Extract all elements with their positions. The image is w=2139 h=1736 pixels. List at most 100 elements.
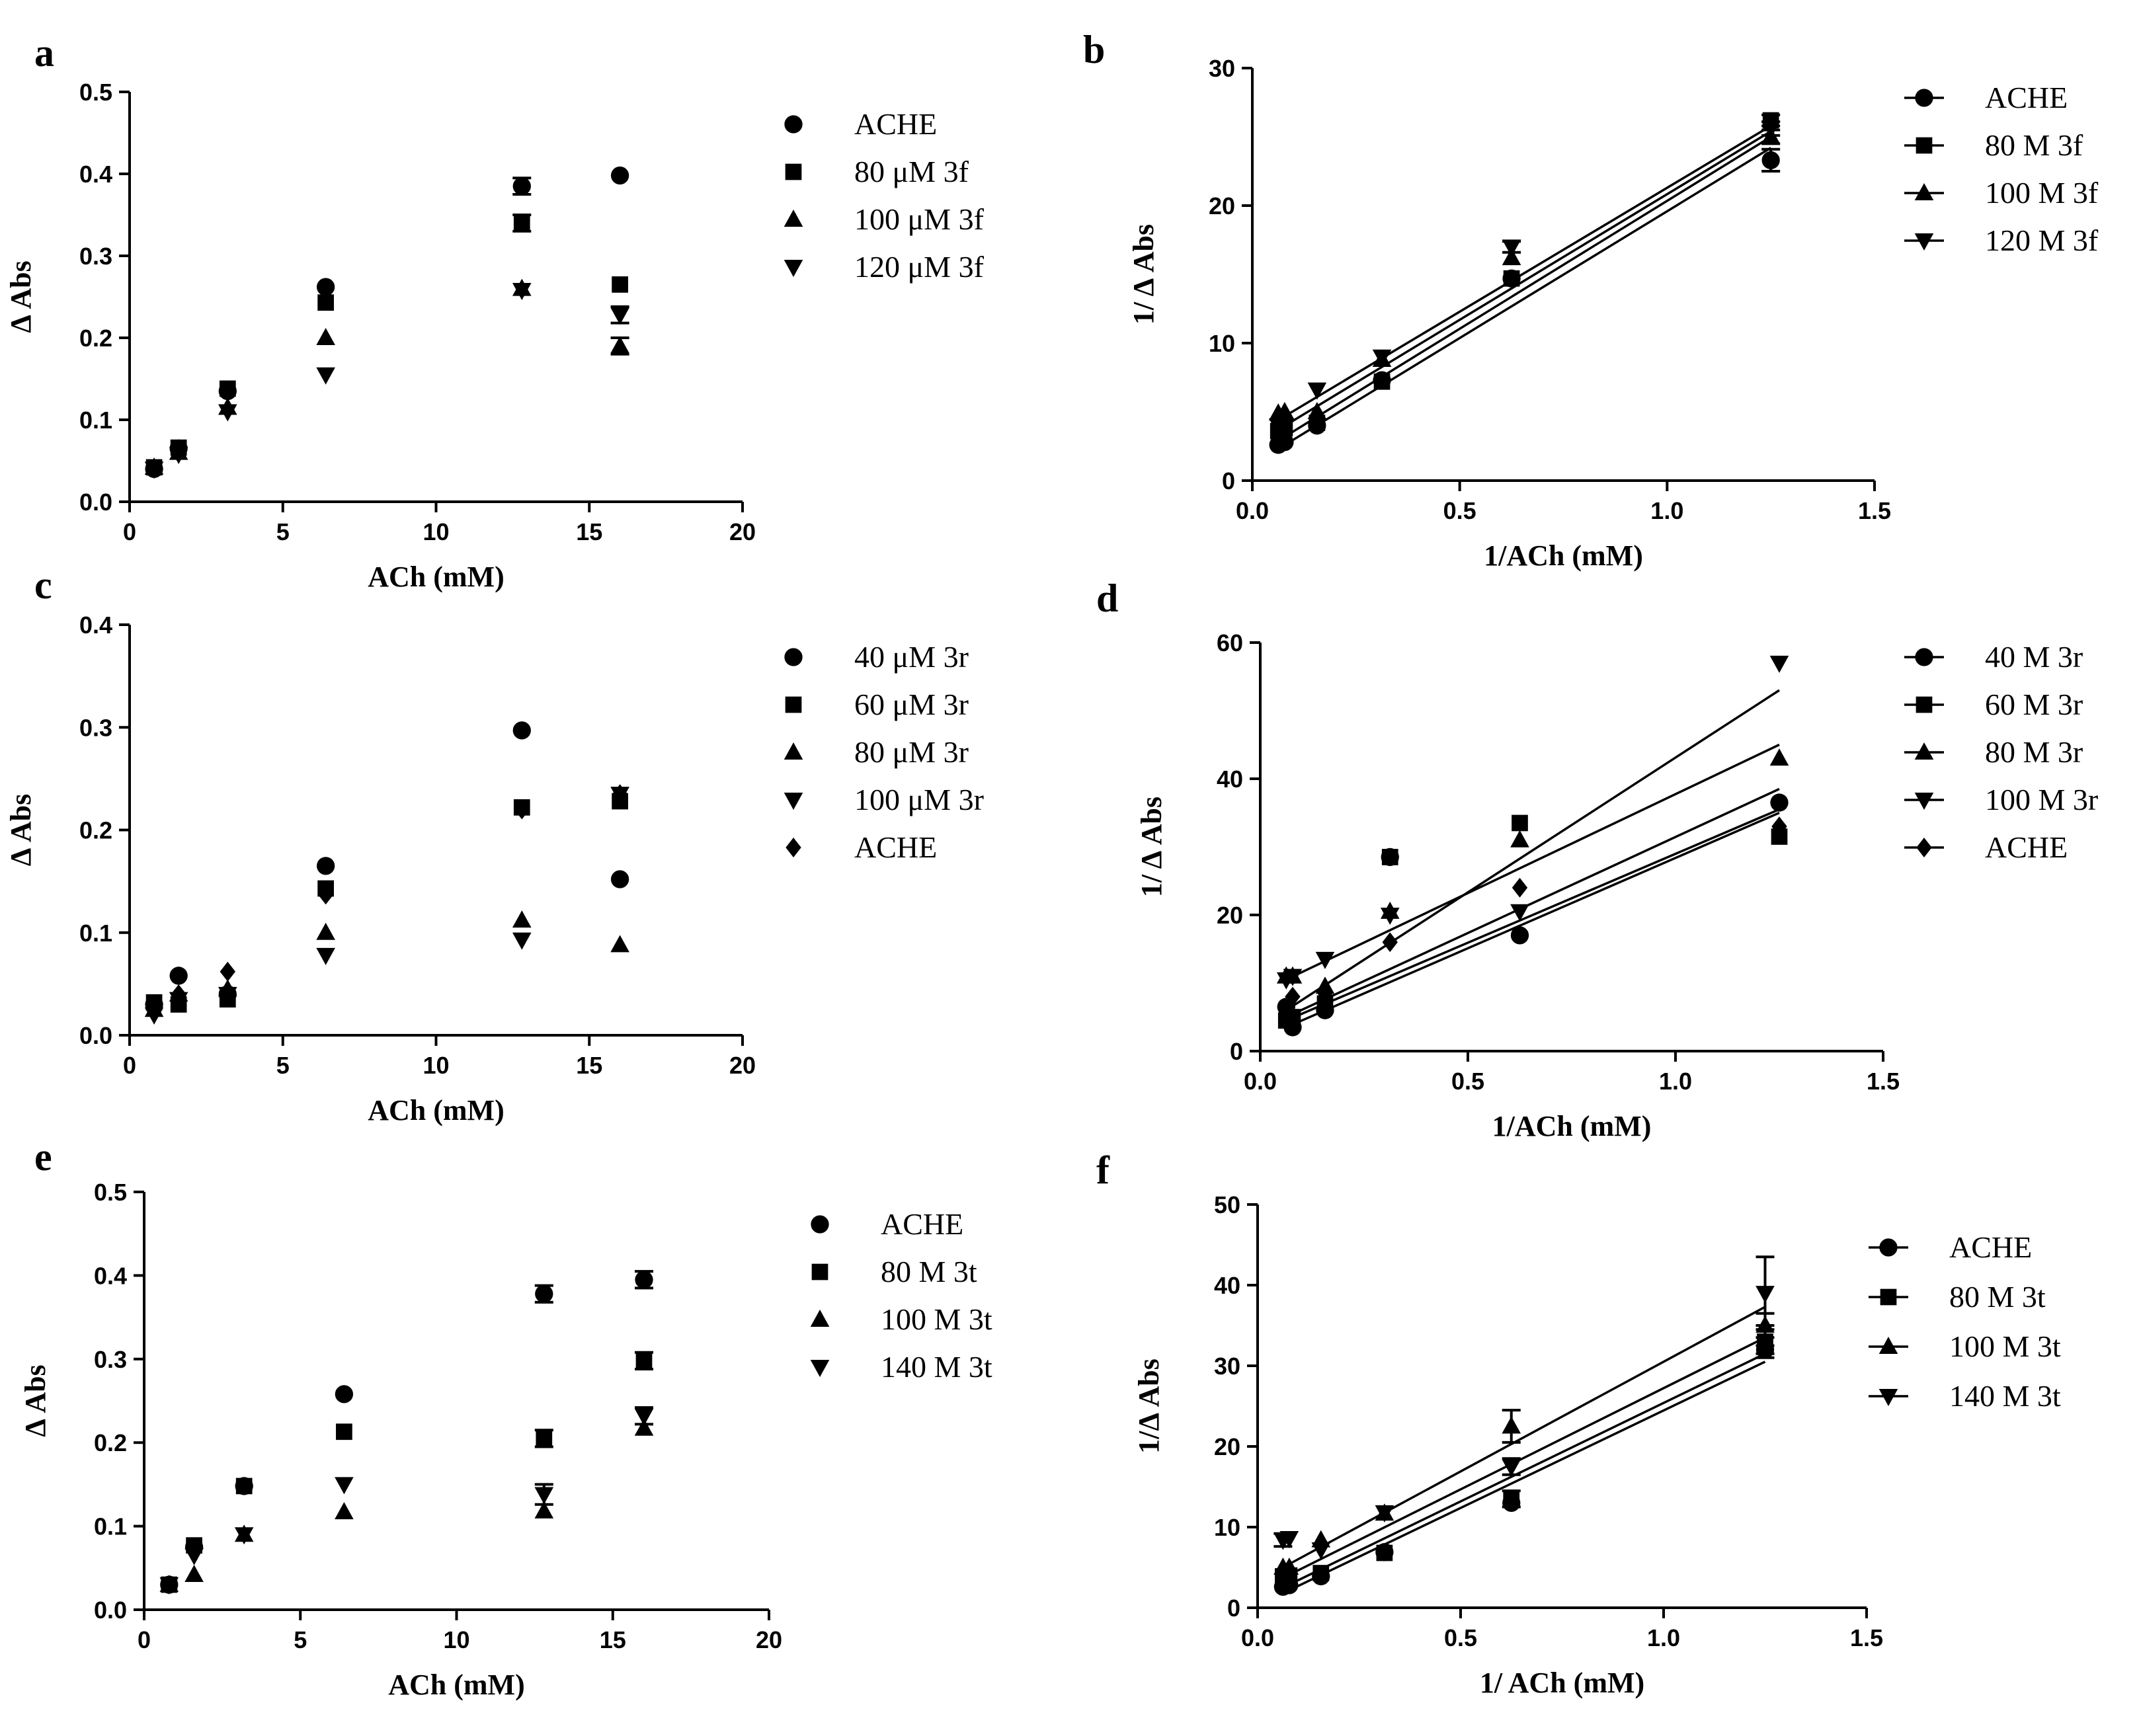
y-tick-label: 0.1 bbox=[94, 1513, 127, 1540]
data-point bbox=[169, 967, 188, 985]
legend-label: 40 μM 3r bbox=[854, 640, 969, 674]
y-tick-label: 0.4 bbox=[79, 161, 112, 188]
legend-label: 100 M 3f bbox=[1985, 176, 2099, 210]
data-point bbox=[612, 784, 628, 805]
data-point bbox=[1510, 926, 1529, 945]
data-point bbox=[1771, 816, 1787, 837]
data-point bbox=[335, 1502, 354, 1520]
data-point bbox=[1307, 402, 1327, 420]
y-tick-label: 20 bbox=[1214, 1433, 1240, 1460]
data-point bbox=[1372, 349, 1392, 367]
data-point bbox=[316, 278, 335, 296]
data-point bbox=[336, 1423, 352, 1440]
legend-label: ACHE bbox=[854, 107, 937, 141]
x-tick-label: 0 bbox=[123, 518, 136, 545]
y-tick-label: 0.0 bbox=[94, 1597, 127, 1624]
legend-marker bbox=[784, 210, 803, 227]
data-point bbox=[316, 328, 335, 346]
x-tick-label: 1.0 bbox=[1647, 1624, 1680, 1651]
legend-label: ACHE bbox=[1985, 830, 2068, 864]
panel-label: e bbox=[34, 1135, 52, 1179]
legend-marker bbox=[1914, 792, 1934, 810]
legend-label: 100 M 3t bbox=[881, 1302, 992, 1336]
data-point bbox=[1285, 986, 1301, 1007]
data-point bbox=[1283, 968, 1303, 986]
legend-marker bbox=[1914, 233, 1934, 251]
y-tick-label: 40 bbox=[1217, 766, 1243, 793]
data-point bbox=[1315, 951, 1335, 969]
y-tick-label: 0.2 bbox=[79, 817, 112, 844]
chart-panel-a: a 0 5 10 15 20 0.0 0.1 0.2 0.3 0.4 0.5 ACh (mM) Δ Abs… bbox=[5, 31, 985, 593]
fit-line bbox=[1282, 1336, 1766, 1579]
data-point bbox=[1376, 1544, 1393, 1561]
data-point bbox=[1375, 1505, 1394, 1522]
x-tick-label: 15 bbox=[576, 1052, 602, 1079]
legend-marker bbox=[811, 1215, 829, 1234]
data-point bbox=[512, 721, 531, 740]
legend-label: 80 μM 3f bbox=[854, 155, 969, 188]
x-tick-label: 0.0 bbox=[1241, 1624, 1274, 1651]
fit-line bbox=[1285, 787, 1780, 1019]
chart-panel-b: b 0.0 0.5 1.0 1.5 0 10 20 30 1/ACh (mM) 1/ Δ Abs AC… bbox=[1083, 28, 2099, 572]
legend-label: 100 M 3r bbox=[1985, 783, 2098, 816]
data-point bbox=[1381, 849, 1398, 865]
legend-label: 80 M 3t bbox=[881, 1255, 977, 1288]
data-point bbox=[1761, 121, 1781, 139]
data-point bbox=[316, 947, 335, 965]
x-tick-label: 20 bbox=[756, 1626, 782, 1653]
data-point bbox=[1512, 877, 1528, 898]
legend-label: 140 M 3t bbox=[1949, 1379, 2061, 1413]
legend-marker bbox=[784, 792, 803, 810]
data-point bbox=[610, 307, 629, 325]
data-point bbox=[1317, 983, 1333, 1004]
data-point bbox=[610, 336, 629, 354]
y-tick-label: 0.4 bbox=[94, 1262, 127, 1289]
y-tick-label: 0.1 bbox=[79, 407, 112, 434]
data-point bbox=[610, 166, 629, 185]
x-axis-title: 1/ACh (mM) bbox=[1484, 539, 1643, 572]
y-tick-label: 0.2 bbox=[79, 325, 112, 352]
data-point bbox=[218, 404, 237, 422]
y-tick-label: 0.4 bbox=[79, 612, 112, 639]
data-point bbox=[1770, 793, 1789, 812]
data-point bbox=[512, 932, 532, 950]
fit-line bbox=[1277, 136, 1772, 442]
data-point bbox=[184, 1548, 204, 1565]
y-axis-title: 1/ Δ Abs bbox=[1135, 797, 1168, 897]
x-tick-label: 0 bbox=[138, 1626, 151, 1653]
y-tick-label: 0.5 bbox=[79, 79, 112, 106]
y-tick-label: 0.3 bbox=[79, 714, 112, 741]
chart-panel-c: c 0 5 10 15 20 0.0 0.1 0.2 0.3 0.4 ACh (mM) Δ Abs 40 … bbox=[5, 563, 984, 1126]
data-point bbox=[1278, 1000, 1294, 1021]
x-tick-label: 0.0 bbox=[1244, 1068, 1277, 1095]
legend-label: 140 M 3t bbox=[881, 1350, 992, 1384]
y-tick-label: 20 bbox=[1217, 902, 1243, 929]
legend-marker bbox=[811, 1263, 828, 1281]
x-tick-label: 1.0 bbox=[1650, 497, 1683, 524]
fit-line bbox=[1277, 124, 1772, 421]
legend-marker bbox=[784, 259, 803, 277]
data-point bbox=[635, 1352, 653, 1369]
y-tick-label: 30 bbox=[1214, 1353, 1240, 1380]
data-point bbox=[610, 935, 629, 953]
legend-label: 100 M 3t bbox=[1949, 1329, 2061, 1363]
fit-line bbox=[1277, 147, 1772, 450]
data-point bbox=[1756, 1286, 1775, 1304]
data-point bbox=[1279, 1558, 1299, 1575]
legend-label: 100 μM 3f bbox=[854, 202, 985, 236]
legend-label: 80 M 3t bbox=[1949, 1280, 2046, 1314]
x-tick-label: 15 bbox=[600, 1626, 626, 1653]
x-tick-label: 10 bbox=[443, 1626, 469, 1653]
y-tick-label: 0.2 bbox=[94, 1429, 127, 1456]
data-point bbox=[316, 857, 335, 875]
y-tick-label: 0.0 bbox=[79, 1022, 112, 1049]
fit-line bbox=[1282, 1361, 1766, 1595]
data-point bbox=[612, 276, 628, 293]
data-point bbox=[634, 1408, 654, 1426]
y-axis-title: Δ Abs bbox=[5, 794, 37, 867]
legend-marker bbox=[810, 1359, 830, 1377]
data-point bbox=[219, 380, 236, 397]
panel-label: a bbox=[34, 31, 54, 75]
data-point bbox=[1761, 151, 1780, 170]
